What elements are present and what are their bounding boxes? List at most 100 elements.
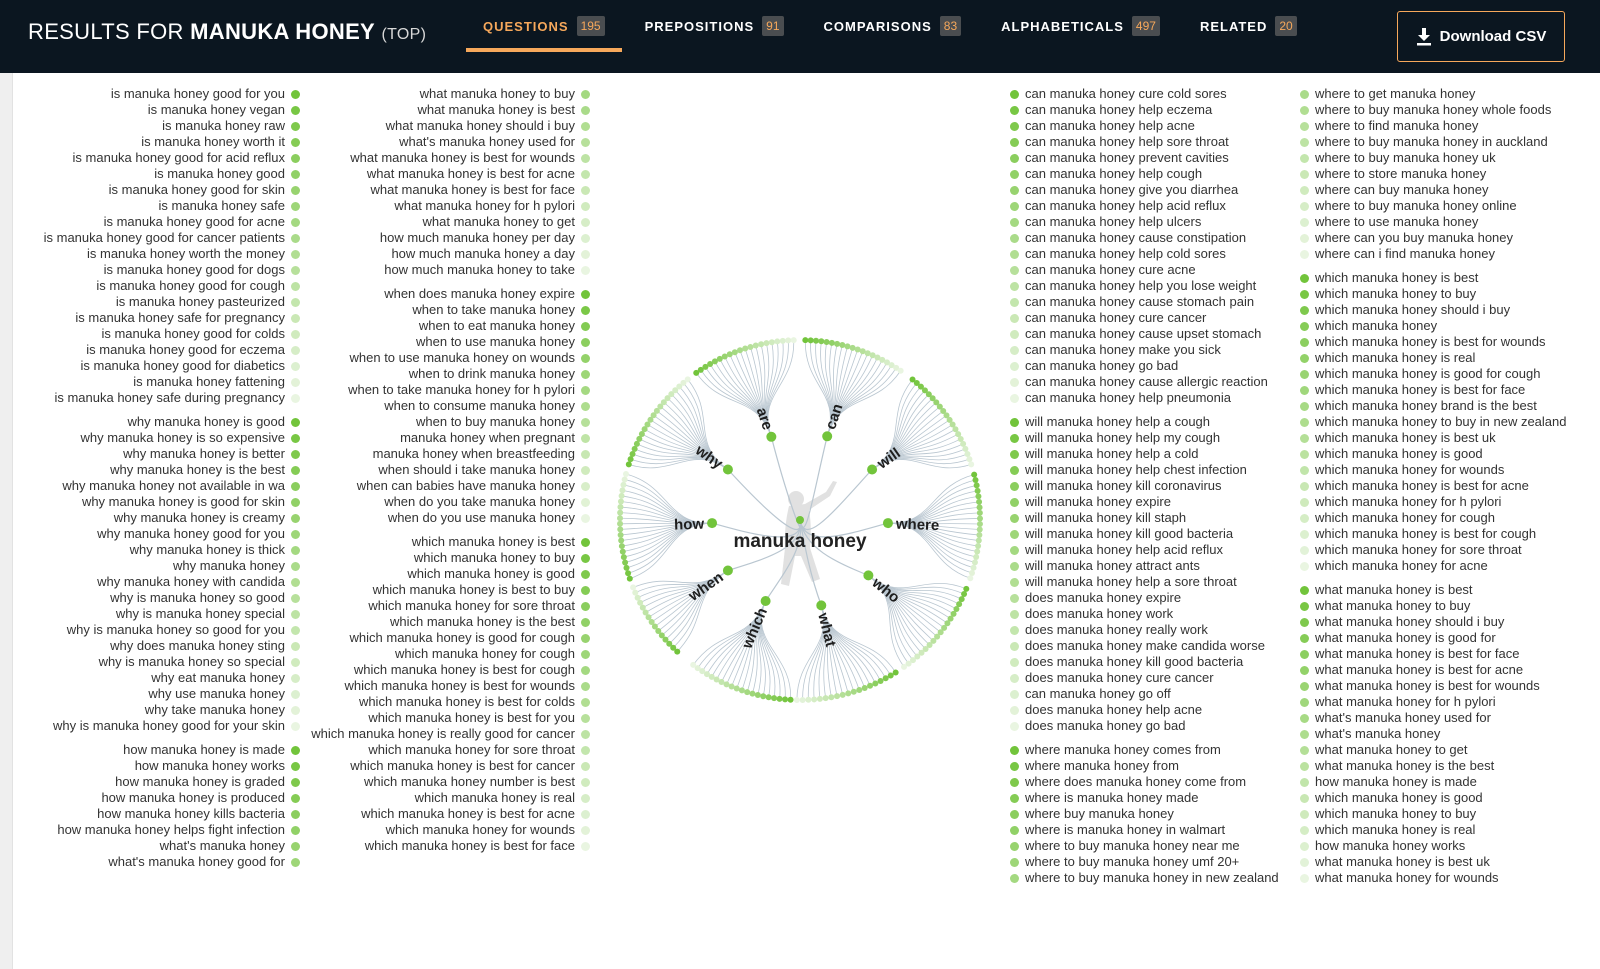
question-label[interactable]: which manuka honey is best for face [1315, 382, 1526, 397]
question-label[interactable]: why take manuka honey [144, 702, 285, 717]
leaf-node-dot[interactable] [967, 575, 974, 582]
question-label[interactable]: where to buy manuka honey umf 20+ [1025, 854, 1240, 869]
question-label[interactable]: what's manuka honey good for [108, 854, 285, 869]
leaf-node-dot[interactable] [662, 636, 669, 643]
question-leaf[interactable]: will manuka honey help a cough [1010, 414, 1210, 430]
question-label[interactable]: does manuka honey expire [1025, 590, 1182, 605]
question-label[interactable]: will manuka honey help chest infection [1025, 462, 1247, 477]
leaf-node-dot[interactable] [648, 618, 655, 625]
question-label[interactable]: what manuka honey for h pylori [1315, 694, 1496, 709]
leaf-node-dot[interactable] [964, 451, 971, 458]
question-label[interactable]: what manuka honey for wounds [1315, 870, 1499, 885]
leaf-node-dot[interactable] [818, 338, 825, 345]
question-label[interactable]: is manuka honey raw [162, 118, 285, 133]
leaf-node-dot[interactable] [892, 669, 899, 676]
question-label[interactable]: can manuka honey cure cold sores [1025, 86, 1227, 101]
question-leaf[interactable]: is manuka honey good for cancer patients [44, 230, 300, 246]
question-label[interactable]: where to get manuka honey [1315, 86, 1476, 101]
question-leaf[interactable]: why manuka honey is the best [110, 462, 300, 478]
question-leaf[interactable]: where can you buy manuka honey [1300, 230, 1513, 246]
leaf-node-dot[interactable] [897, 367, 904, 374]
question-leaf[interactable]: will manuka honey kill coronavirus [1010, 478, 1222, 494]
question-leaf[interactable]: what manuka honey is best [417, 102, 590, 118]
question-label[interactable]: what's manuka honey used for [399, 134, 575, 149]
question-leaf[interactable]: is manuka honey pasteurized [116, 294, 300, 310]
question-leaf[interactable]: which manuka honey should i buy [1300, 302, 1510, 318]
question-leaf[interactable]: does manuka honey work [1010, 606, 1173, 622]
question-label[interactable]: which manuka honey is good for cough [349, 630, 575, 645]
question-leaf[interactable]: why use manuka honey [148, 686, 300, 702]
question-leaf[interactable]: does manuka honey cure cancer [1010, 670, 1214, 686]
leaf-node-dot[interactable] [754, 691, 761, 698]
question-leaf[interactable]: where is manuka honey in walmart [1010, 822, 1225, 838]
question-leaf[interactable]: does manuka honey kill good bacteria [1010, 654, 1243, 670]
leaf-node-dot[interactable] [620, 554, 627, 561]
question-leaf[interactable]: is manuka honey worth it [141, 134, 300, 150]
question-label[interactable]: when to use manuka honey [416, 334, 575, 349]
question-leaf[interactable]: can manuka honey make you sick [1010, 342, 1221, 358]
question-label[interactable]: which manuka honey for acne [1315, 558, 1488, 573]
leaf-node-dot[interactable] [877, 677, 884, 684]
leaf-node-dot[interactable] [721, 353, 728, 360]
question-leaf[interactable]: how manuka honey kills bacteria [97, 806, 300, 822]
question-label[interactable]: which manuka honey is best for acne [1315, 478, 1529, 493]
leaf-node-dot[interactable] [856, 686, 863, 693]
question-label[interactable]: manuka honey when breastfeeding [372, 446, 575, 461]
question-label[interactable]: which manuka honey is best for you [368, 710, 575, 725]
question-label[interactable]: which manuka honey is best [411, 534, 575, 549]
leaf-node-dot[interactable] [914, 653, 921, 660]
question-leaf[interactable]: is manuka honey good for acid reflux [73, 150, 300, 166]
leaf-node-dot[interactable] [653, 407, 660, 414]
leaf-node-dot[interactable] [617, 504, 624, 511]
question-label[interactable]: can manuka honey help pneumonia [1025, 390, 1231, 405]
question-leaf[interactable]: what manuka honey is best for wounds [350, 150, 590, 166]
question-leaf[interactable]: which manuka honey is best to buy [373, 582, 590, 598]
leaf-node-dot[interactable] [617, 520, 624, 527]
question-label[interactable]: why manuka honey is the best [110, 462, 285, 477]
question-leaf[interactable]: is manuka honey good [154, 166, 300, 182]
question-leaf[interactable]: why manuka honey is thick [130, 542, 300, 558]
question-label[interactable]: what's manuka honey used for [1315, 710, 1491, 725]
leaf-node-dot[interactable] [699, 668, 706, 675]
question-leaf[interactable]: is manuka honey fattening [133, 374, 300, 390]
leaf-node-dot[interactable] [716, 355, 723, 362]
question-label[interactable]: is manuka honey worth the money [87, 246, 285, 261]
question-leaf[interactable]: is manuka honey good for colds [101, 326, 300, 342]
leaf-node-dot[interactable] [684, 376, 691, 383]
question-leaf[interactable]: when to drink manuka honey [409, 366, 590, 382]
question-leaf[interactable]: how manuka honey is graded [115, 774, 300, 790]
leaf-node-dot[interactable] [813, 337, 820, 344]
question-label[interactable]: what manuka honey is best for wounds [350, 150, 575, 165]
question-leaf[interactable]: when should i take manuka honey [378, 462, 590, 478]
question-label[interactable]: when do you use manuka honey [387, 510, 575, 525]
question-leaf[interactable]: will manuka honey kill staph [1010, 510, 1186, 526]
leaf-node-dot[interactable] [973, 553, 980, 560]
leaf-node-dot[interactable] [623, 564, 630, 571]
question-label[interactable]: why is manuka honey good for your skin [53, 718, 285, 733]
question-label[interactable]: which manuka honey is the best [390, 614, 575, 629]
leaf-node-dot[interactable] [618, 543, 625, 550]
question-label[interactable]: will manuka honey help acid reflux [1025, 542, 1223, 557]
leaf-node-dot[interactable] [828, 694, 835, 701]
question-label[interactable]: what manuka honey is best for wounds [1315, 678, 1540, 693]
question-label[interactable]: which manuka honey [1315, 318, 1438, 333]
question-label[interactable]: which manuka honey for cough [395, 646, 575, 661]
question-label[interactable]: why use manuka honey [148, 686, 285, 701]
question-leaf[interactable]: is manuka honey raw [162, 118, 300, 134]
question-leaf[interactable]: why does manuka honey sting [110, 638, 300, 654]
leaf-node-dot[interactable] [947, 615, 954, 622]
question-leaf[interactable]: does manuka honey help acne [1010, 702, 1202, 718]
question-leaf[interactable]: why manuka honey is good [127, 414, 300, 430]
question-label[interactable]: which manuka honey to buy [1315, 286, 1477, 301]
branch-node-dot[interactable] [760, 596, 771, 607]
question-label[interactable]: will manuka honey expire [1025, 494, 1171, 509]
leaf-node-dot[interactable] [937, 629, 944, 636]
question-label[interactable]: why manuka honey good for you [97, 526, 285, 541]
question-label[interactable]: why is manuka honey so good [110, 590, 285, 605]
question-label[interactable]: can manuka honey help acid reflux [1025, 198, 1226, 213]
question-label[interactable]: where to buy manuka honey near me [1025, 838, 1240, 853]
leaf-node-dot[interactable] [693, 369, 700, 376]
question-leaf[interactable]: why manuka honey is so expensive [80, 430, 300, 446]
leaf-node-dot[interactable] [976, 520, 983, 527]
question-label[interactable]: which manuka honey for h pylori [1315, 494, 1502, 509]
